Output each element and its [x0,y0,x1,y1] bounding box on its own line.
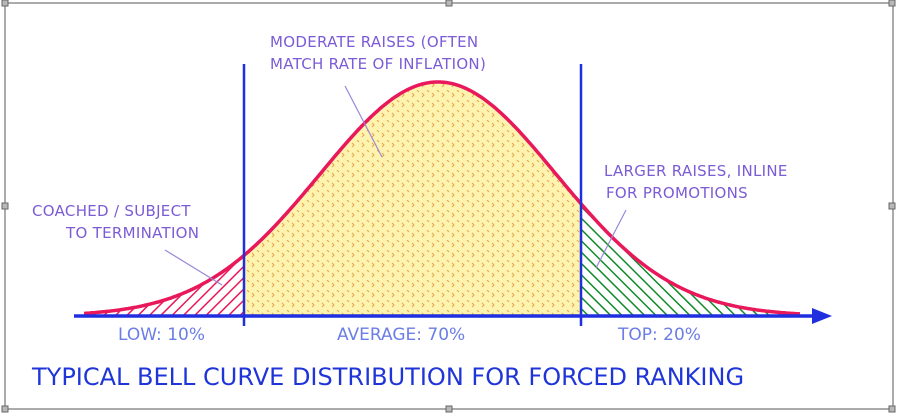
bell-curve-line [83,80,801,316]
left-leader-line [164,249,223,286]
frame-handle[interactable] [1,202,9,210]
average-region-fill [244,82,581,316]
frame-handle[interactable] [445,0,453,7]
average-segment-label: AVERAGE: 70% [337,325,465,345]
left-annotation-line1: COACHED / SUBJECT [32,202,191,220]
middle-leader-line [344,85,383,158]
diagram-title: TYPICAL BELL CURVE DISTRIBUTION FOR FORC… [31,363,744,391]
right-leader-line [595,209,627,269]
right-annotation-line2: FOR PROMOTIONS [606,184,748,202]
frame-handle[interactable] [445,405,453,413]
top-region-fill [581,203,800,316]
frame-handle[interactable] [888,405,896,413]
frame-handle[interactable] [1,0,9,7]
frame-handle[interactable] [888,0,896,7]
middle-annotation-line2: MATCH RATE OF INFLATION) [270,55,486,73]
axis-arrowhead-icon [812,308,832,324]
middle-annotation-line1: MODERATE RAISES (OFTEN [270,33,478,51]
low-segment-label: LOW: 10% [118,325,205,345]
low-region-fill [84,255,244,316]
frame-handle[interactable] [1,405,9,413]
left-annotation-line2: TO TERMINATION [65,224,199,242]
frame-handle[interactable] [888,202,896,210]
right-annotation-line1: LARGER RAISES, INLINE [604,162,788,180]
top-segment-label: TOP: 20% [617,325,701,345]
